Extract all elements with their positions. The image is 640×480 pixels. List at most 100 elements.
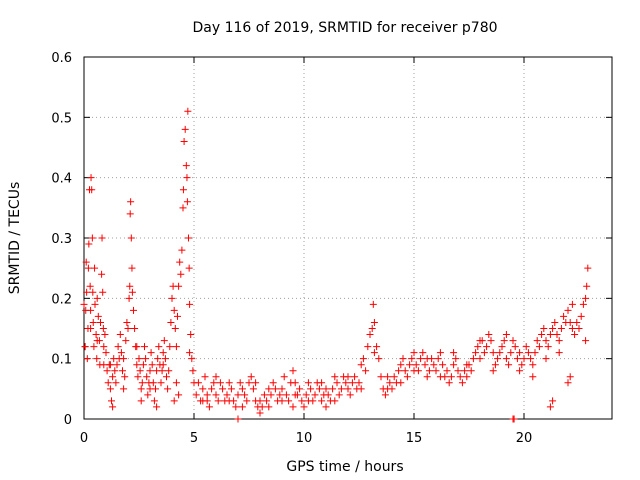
- data-point: [194, 379, 202, 387]
- data-point: [85, 240, 93, 248]
- y-tick-label: 0: [64, 413, 72, 428]
- data-point: [184, 107, 192, 115]
- data-point: [434, 355, 442, 363]
- data-point: [247, 373, 255, 381]
- data-point: [331, 397, 339, 405]
- data-point: [527, 355, 535, 363]
- data-point: [180, 137, 188, 145]
- data-point: [318, 397, 326, 405]
- data-point: [291, 391, 299, 399]
- x-axis-label: GPS time / hours: [286, 459, 403, 475]
- data-point: [177, 270, 185, 278]
- data-point: [388, 385, 396, 393]
- data-point: [324, 391, 332, 399]
- data-point: [93, 294, 101, 302]
- data-point: [291, 379, 299, 387]
- data-point: [551, 318, 559, 326]
- data-point: [417, 355, 425, 363]
- data-point: [89, 318, 97, 326]
- data-point: [201, 373, 209, 381]
- data-point: [566, 318, 574, 326]
- data-point: [571, 331, 579, 339]
- data-point: [98, 234, 106, 242]
- data-point: [208, 385, 216, 393]
- data-point: [128, 264, 136, 272]
- data-point: [91, 264, 99, 272]
- data-point: [227, 385, 235, 393]
- data-point: [265, 403, 273, 411]
- data-point: [189, 367, 197, 375]
- data-point: [238, 403, 246, 411]
- data-point: [106, 361, 114, 369]
- data-point: [126, 210, 134, 218]
- data-point: [87, 174, 95, 182]
- data-point: [566, 373, 574, 381]
- data-point: [351, 373, 359, 381]
- data-point: [533, 337, 541, 345]
- x-tick-label: 10: [296, 431, 313, 446]
- data-point: [122, 337, 130, 345]
- data-point: [318, 379, 326, 387]
- data-point: [124, 325, 132, 332]
- data-point: [307, 385, 315, 393]
- data-point: [181, 125, 189, 133]
- data-point: [153, 403, 161, 411]
- data-point: [278, 385, 286, 393]
- data-point: [467, 367, 475, 375]
- data-point: [234, 415, 242, 423]
- data-point: [99, 325, 107, 332]
- data-point: [159, 349, 167, 357]
- data-point: [579, 300, 587, 308]
- data-point: [516, 349, 524, 357]
- data-point: [141, 343, 148, 351]
- y-tick-label: 0.6: [51, 51, 72, 66]
- data-point: [333, 379, 341, 387]
- data-point: [370, 349, 378, 357]
- data-point: [234, 391, 242, 399]
- data-point: [282, 391, 290, 399]
- data-point: [203, 397, 211, 405]
- data-point: [210, 379, 218, 387]
- data-point: [133, 361, 141, 369]
- data-point: [531, 349, 539, 357]
- data-point: [476, 355, 484, 363]
- data-point: [87, 325, 95, 332]
- data-point: [529, 373, 537, 381]
- data-point: [315, 385, 323, 393]
- data-point: [176, 258, 184, 266]
- data-point: [245, 379, 253, 387]
- data-point: [369, 300, 377, 308]
- data-point: [529, 361, 537, 369]
- data-point: [159, 361, 167, 369]
- data-point: [357, 385, 365, 393]
- data-point: [127, 198, 135, 206]
- data-point: [395, 367, 403, 375]
- data-point: [509, 337, 517, 345]
- data-point: [450, 361, 458, 369]
- data-point: [212, 391, 220, 399]
- data-point: [421, 361, 429, 369]
- y-tick-label: 0.4: [51, 172, 72, 187]
- data-point: [223, 391, 231, 399]
- data-point: [436, 349, 444, 357]
- data-point: [130, 306, 137, 314]
- data-point: [355, 379, 363, 387]
- data-point: [252, 379, 260, 387]
- data-point: [553, 331, 561, 339]
- data-point: [114, 343, 122, 351]
- data-point: [485, 331, 493, 339]
- data-point: [123, 318, 131, 326]
- data-point: [456, 373, 464, 381]
- data-point: [158, 367, 166, 375]
- data-point: [500, 337, 508, 345]
- data-point: [109, 373, 117, 381]
- data-point: [84, 264, 92, 272]
- data-point: [408, 355, 416, 363]
- data-point: [498, 343, 506, 351]
- data-point: [143, 373, 151, 381]
- x-tick-label: 0: [80, 431, 88, 446]
- data-point: [103, 367, 111, 375]
- data-point: [357, 361, 365, 369]
- data-point: [127, 234, 135, 242]
- data-point: [366, 331, 374, 339]
